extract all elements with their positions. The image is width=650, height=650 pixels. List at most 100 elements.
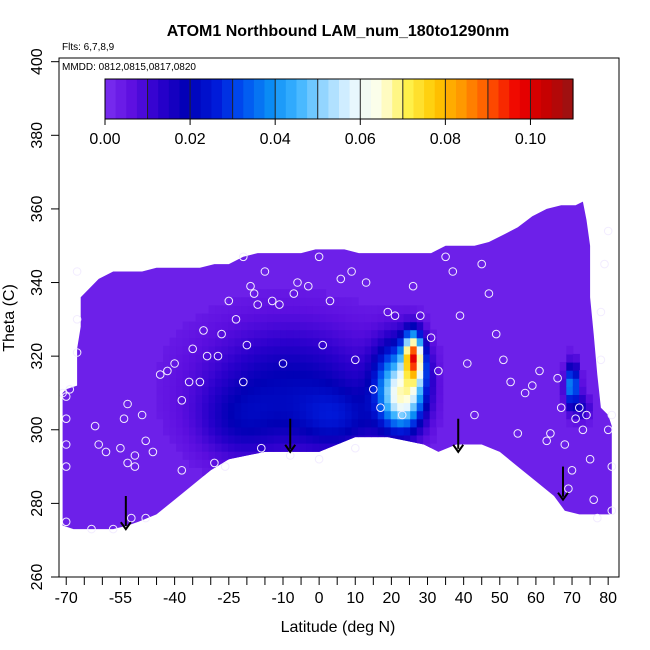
heatmap-cell	[384, 337, 392, 347]
sample-points	[58, 226, 617, 534]
heatmap-cell	[241, 418, 249, 428]
heatmap-cell	[390, 418, 398, 428]
heatmap-cell	[364, 370, 372, 379]
heatmap-cell	[267, 443, 275, 452]
heatmap-cell	[195, 313, 203, 323]
colorbar-frame	[104, 78, 574, 120]
heatmap-cell	[260, 394, 268, 404]
heatmap-cell	[267, 329, 275, 339]
heatmap-cell	[293, 378, 301, 387]
heatmap-cell	[267, 378, 275, 387]
heatmap-cell	[195, 394, 203, 404]
colorbar-segment	[222, 79, 234, 119]
heatmap-cell	[228, 337, 236, 347]
heatmap-cell	[306, 402, 314, 412]
heatmap-cell	[410, 362, 418, 371]
heatmap-cell	[182, 321, 190, 331]
heatmap-cell	[254, 410, 262, 420]
colorbar-segment	[445, 79, 457, 119]
heatmap-cell	[234, 329, 242, 339]
heatmap-cell	[585, 394, 593, 404]
heatmap-cell	[364, 329, 372, 339]
heatmap-cell	[163, 345, 171, 355]
heatmap-cell	[208, 410, 216, 420]
heatmap-cell	[260, 443, 268, 452]
heatmap-cell	[312, 289, 320, 298]
heatmap-cell	[293, 467, 301, 476]
sample-point	[267, 296, 277, 306]
heatmap-cell	[410, 329, 418, 339]
heatmap-cell	[312, 378, 320, 387]
heatmap-cell	[325, 321, 333, 331]
heatmap-cell	[403, 410, 411, 420]
heatmap-cell	[195, 370, 203, 379]
sample-point	[513, 429, 523, 438]
heatmap-layer	[62, 201, 612, 530]
heatmap-cell	[189, 362, 197, 371]
heatmap-cell	[221, 313, 229, 323]
sample-point	[130, 462, 140, 471]
heatmap-cell	[176, 410, 184, 420]
heatmap-cell	[234, 353, 242, 363]
heatmap-cell	[319, 321, 327, 331]
heatmap-cell	[390, 434, 398, 444]
heatmap-cell	[403, 313, 411, 323]
heatmap-cell	[260, 378, 268, 387]
heatmap-cell	[384, 434, 392, 444]
heatmap-cell	[319, 410, 327, 420]
heatmap-cell	[202, 345, 210, 355]
heatmap-cell	[312, 443, 320, 452]
heatmap-cell	[345, 362, 353, 371]
heatmap-cell	[377, 443, 385, 452]
heatmap-cell	[436, 345, 444, 355]
heatmap-cell	[332, 321, 340, 331]
heatmap-cell	[332, 313, 340, 323]
heatmap-cell	[416, 337, 424, 347]
heatmap-cell	[215, 426, 223, 436]
sample-point	[553, 373, 562, 383]
colorbar-segment	[190, 79, 202, 119]
heatmap-cell	[182, 410, 190, 420]
heatmap-cell	[299, 426, 307, 436]
heatmap-cell	[364, 353, 372, 363]
heatmap-cell	[384, 370, 392, 379]
heatmap-cell	[254, 418, 262, 428]
heatmap-cell	[299, 305, 307, 315]
heatmap-cell	[410, 434, 418, 444]
heatmap-cell	[208, 394, 216, 404]
heatmap-cell	[247, 337, 255, 347]
heatmap-cell	[215, 451, 223, 460]
sample-point	[195, 377, 205, 387]
sample-point	[155, 370, 165, 379]
heatmap-cell	[260, 410, 268, 420]
sample-point	[560, 440, 570, 449]
heatmap-cell	[273, 443, 281, 452]
heatmap-cell	[286, 410, 294, 420]
sample-point	[314, 454, 324, 464]
sample-point	[278, 359, 288, 368]
heatmap-cell	[241, 475, 249, 485]
colorbar-segment	[211, 79, 223, 119]
x-tick-label: -70	[55, 590, 78, 607]
heatmap-cell	[241, 426, 249, 436]
heatmap-cell	[273, 475, 281, 485]
heatmap-cell	[273, 345, 281, 355]
heatmap-cell	[338, 321, 346, 331]
heatmap-cell	[351, 305, 359, 315]
colorbar-segment	[328, 79, 340, 119]
heatmap-cell	[299, 329, 307, 339]
heatmap-cell	[358, 305, 366, 315]
heatmap-cell	[559, 394, 567, 404]
heatmap-cell	[332, 402, 340, 412]
heatmap-cell	[403, 362, 411, 371]
sample-point	[61, 414, 71, 424]
heatmap-cell	[429, 402, 437, 412]
heatmap-cell	[234, 386, 242, 395]
heatmap-cell	[254, 353, 262, 363]
sample-point	[220, 462, 230, 471]
heatmap-cell	[260, 305, 268, 315]
heatmap-cell	[332, 305, 340, 315]
heatmap-cell	[169, 353, 177, 363]
heatmap-cell	[559, 362, 567, 371]
heatmap-cell	[410, 451, 418, 460]
